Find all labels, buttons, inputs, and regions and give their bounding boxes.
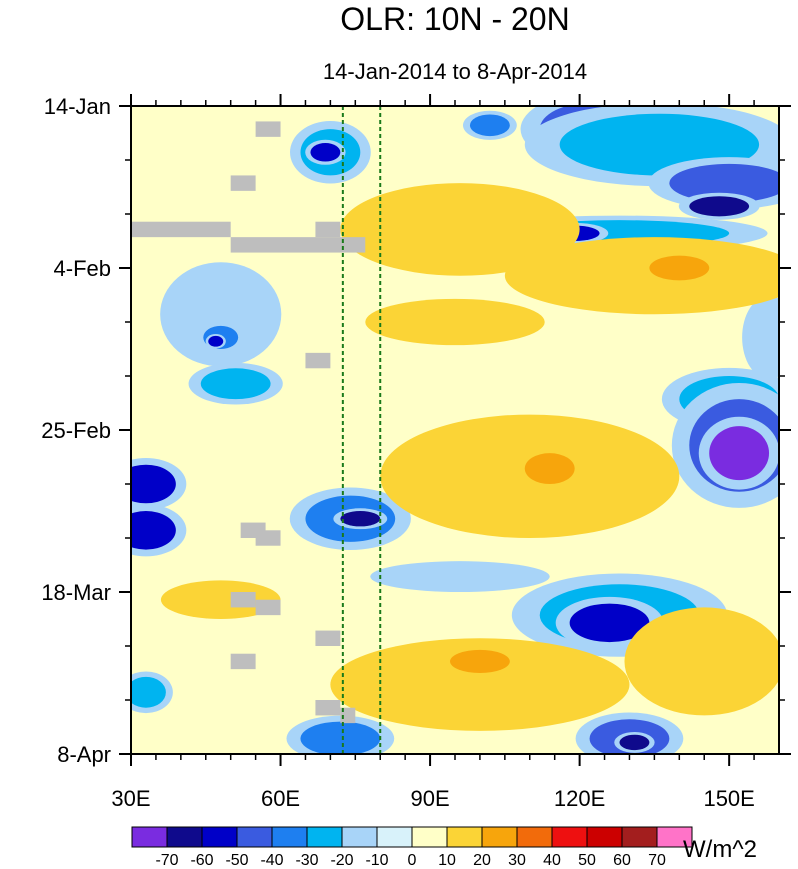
- colorbar-box-8: [411, 826, 448, 848]
- y-tick-label-3: 18-Mar: [41, 580, 111, 605]
- y-tick-label-2: 25-Feb: [41, 418, 111, 443]
- colorbar-box-6: [341, 826, 378, 848]
- anomaly-region-29: [340, 183, 580, 276]
- colorbar-box-11: [516, 826, 553, 848]
- colorbar-label-9: 20: [473, 852, 491, 869]
- colorbar-box-14: [621, 826, 658, 848]
- colorbar-box-3: [236, 826, 273, 848]
- anomaly-region-27: [619, 734, 650, 751]
- colorbar-box-9: [446, 826, 483, 848]
- colorbar-label-4: -30: [295, 852, 318, 869]
- anomaly-region-18: [131, 511, 176, 550]
- colorbar-box-12: [551, 826, 588, 848]
- anomaly-region-37: [624, 607, 779, 716]
- anomaly-region-21: [370, 561, 550, 592]
- plot-area: [131, 106, 779, 754]
- anomaly-region-23: [569, 603, 650, 643]
- anomaly-region-20: [340, 511, 381, 527]
- anomaly-region-38: [160, 580, 281, 619]
- colorbar-units: W/m^2: [683, 836, 757, 863]
- colorbar-box-7: [376, 826, 413, 848]
- anomaly-region-8: [310, 143, 341, 162]
- anomaly-region-31: [649, 255, 710, 281]
- colorbar-label-12: 50: [578, 852, 596, 869]
- missing-region-2: [315, 221, 341, 238]
- colorbar-box-15: [656, 826, 693, 848]
- colorbar-label-6: -10: [365, 852, 388, 869]
- anomaly-region-17: [131, 464, 176, 504]
- missing-region-5: [305, 352, 331, 369]
- colorbar-label-2: -50: [225, 852, 248, 869]
- anomaly-region-34: [524, 453, 575, 485]
- missing-region-4: [230, 175, 256, 191]
- colorbar-label-3: -40: [260, 852, 283, 869]
- missing-region-9: [255, 599, 281, 616]
- colorbar-label-13: 60: [613, 852, 631, 869]
- missing-region-12: [315, 700, 341, 716]
- reference-lines: [341, 106, 382, 754]
- colorbar-label-10: 30: [508, 852, 526, 869]
- colorbar-box-13: [586, 826, 623, 848]
- colorbar-label-5: -20: [330, 852, 353, 869]
- x-tick-label-1: 60E: [261, 786, 300, 811]
- colorbar-box-5: [306, 826, 343, 848]
- anomaly-region-25: [300, 721, 381, 754]
- colorbar-box-2: [201, 826, 238, 848]
- x-tick-label-4: 150E: [703, 786, 754, 811]
- anomaly-region-28: [749, 306, 779, 369]
- missing-data-regions: [131, 121, 366, 724]
- colorbar-label-1: -60: [190, 852, 213, 869]
- colorbar-label-7: 0: [408, 852, 417, 869]
- y-tick-label-1: 4-Feb: [54, 256, 111, 281]
- missing-region-3: [255, 121, 281, 137]
- colorbar-box-10: [481, 826, 518, 848]
- anomaly-region-4: [689, 196, 750, 217]
- missing-region-10: [315, 630, 341, 646]
- x-tick-label-0: 30E: [111, 786, 150, 811]
- colorbar-label-11: 40: [543, 852, 561, 869]
- y-tick-label-4: 8-Apr: [57, 742, 111, 767]
- missing-region-8: [230, 592, 256, 608]
- chart-title: OLR: 10N - 20N: [340, 1, 569, 37]
- missing-region-7: [255, 530, 281, 546]
- missing-region-0: [131, 221, 231, 238]
- colorbar-label-14: 70: [648, 852, 666, 869]
- anomaly-region-12: [208, 335, 224, 347]
- x-tick-label-3: 120E: [554, 786, 605, 811]
- axis-ticks: 30E 60E 90E 120E 150E 14-Jan 4-Feb 25-Feb 18-Mar…: [41, 94, 791, 811]
- anomaly-region-13: [200, 368, 271, 400]
- anomaly-regions: [131, 106, 779, 754]
- missing-region-11: [230, 653, 256, 670]
- anomaly-region-32: [365, 298, 545, 346]
- anomaly-region-24: [131, 676, 166, 708]
- colorbar-box-1: [166, 826, 203, 848]
- anomaly-region-36: [450, 649, 510, 674]
- anomaly-region-35: [330, 638, 630, 731]
- chart-subtitle: 14-Jan-2014 to 8-Apr-2014: [323, 59, 587, 84]
- y-tick-label-0: 14-Jan: [44, 94, 111, 119]
- colorbar: -70 -60 -50 -40 -30 -20 -10 0 10 20 30 40 50 60 70: [131, 826, 693, 869]
- anomaly-region-9: [469, 114, 510, 137]
- colorbar-box-4: [271, 826, 308, 848]
- colorbar-label-0: -70: [155, 852, 178, 869]
- colorbar-box-0: [131, 826, 168, 848]
- anomaly-region-30: [504, 237, 779, 315]
- anomaly-region-3: [669, 163, 779, 203]
- anomaly-region-16: [709, 426, 770, 481]
- missing-region-13: [340, 707, 356, 724]
- missing-region-1: [230, 237, 366, 253]
- x-tick-label-2: 90E: [410, 786, 449, 811]
- colorbar-label-8: 10: [438, 852, 456, 869]
